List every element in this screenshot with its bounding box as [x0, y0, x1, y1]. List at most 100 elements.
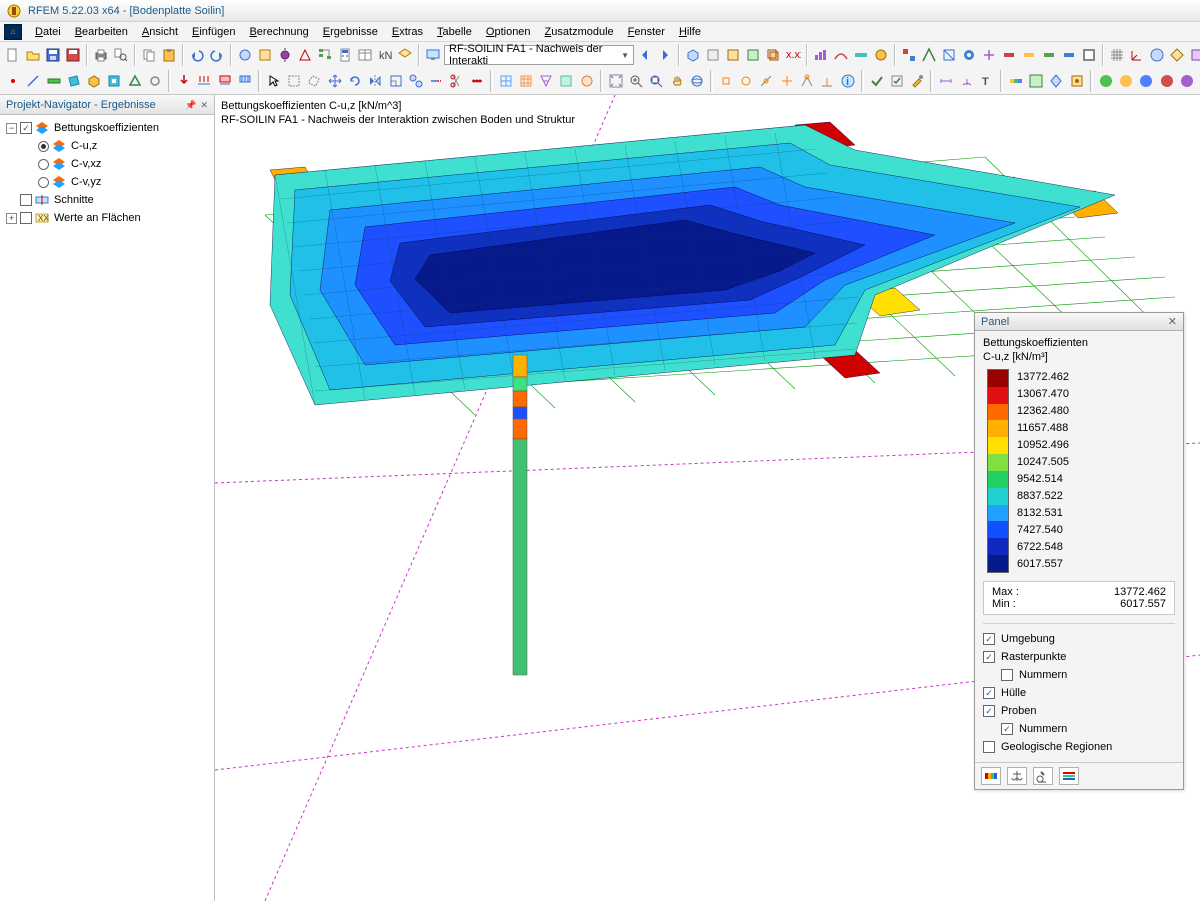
- checkbox-icon[interactable]: ✓: [983, 651, 995, 663]
- info-icon[interactable]: i: [838, 70, 856, 92]
- axes-icon[interactable]: [1128, 44, 1146, 66]
- tool-c-icon[interactable]: [296, 44, 314, 66]
- trim-icon[interactable]: [447, 70, 465, 92]
- select-box-icon[interactable]: [285, 70, 303, 92]
- check-a-icon[interactable]: [868, 70, 886, 92]
- radio-icon[interactable]: [38, 177, 49, 188]
- check-b-icon[interactable]: [888, 70, 906, 92]
- menu-bearbeiten[interactable]: Bearbeiten: [68, 24, 135, 40]
- paste-icon[interactable]: [160, 44, 178, 66]
- result-g-icon[interactable]: [940, 44, 958, 66]
- copy-icon[interactable]: [140, 44, 158, 66]
- tree-root-bettung[interactable]: − ✓ Bettungskoeffizienten: [2, 119, 212, 137]
- option-nummern[interactable]: ✓Nummern: [983, 720, 1175, 738]
- repair-icon[interactable]: [908, 70, 926, 92]
- text-icon[interactable]: T: [978, 70, 996, 92]
- show-b-icon[interactable]: [1027, 70, 1045, 92]
- menu-tabelle[interactable]: Tabelle: [430, 24, 479, 40]
- tree-werte[interactable]: + xx Werte an Flächen: [2, 209, 212, 227]
- balance-icon[interactable]: [1007, 767, 1027, 785]
- menu-fenster[interactable]: Fenster: [621, 24, 672, 40]
- result-j-icon[interactable]: [1000, 44, 1018, 66]
- precision-icon[interactable]: x.xx: [784, 44, 802, 66]
- palette-icon[interactable]: [981, 767, 1001, 785]
- table-icon[interactable]: [356, 44, 374, 66]
- stripes-icon[interactable]: [1059, 767, 1079, 785]
- snap-a-icon[interactable]: [717, 70, 735, 92]
- support-icon[interactable]: [126, 70, 144, 92]
- color-c-icon[interactable]: [1137, 70, 1155, 92]
- tree-item-C-u,z[interactable]: C-u,z: [2, 137, 212, 155]
- mesh-d-icon[interactable]: [557, 70, 575, 92]
- close-nav-icon[interactable]: ✕: [200, 100, 208, 110]
- layers-icon[interactable]: [396, 44, 414, 66]
- undo-icon[interactable]: [188, 44, 206, 66]
- save-icon[interactable]: [44, 44, 62, 66]
- snap-b-icon[interactable]: [737, 70, 755, 92]
- display-icon[interactable]: [424, 44, 442, 66]
- result-d-icon[interactable]: [872, 44, 890, 66]
- tool-b-icon[interactable]: [256, 44, 274, 66]
- option-hülle[interactable]: ✓Hülle: [983, 684, 1175, 702]
- color-e-icon[interactable]: [1178, 70, 1196, 92]
- view-top-icon[interactable]: [744, 44, 762, 66]
- view-front-icon[interactable]: [704, 44, 722, 66]
- units-icon[interactable]: kN: [376, 44, 394, 66]
- dim-a-icon[interactable]: [937, 70, 955, 92]
- rotate-icon[interactable]: [346, 70, 364, 92]
- mirror-icon[interactable]: [366, 70, 384, 92]
- save-red-icon[interactable]: [64, 44, 82, 66]
- view-iso-icon[interactable]: [764, 44, 782, 66]
- next-icon[interactable]: [656, 44, 674, 66]
- zoom-win-icon[interactable]: [647, 70, 665, 92]
- menu-extras[interactable]: Extras: [385, 24, 430, 40]
- option-geologische regionen[interactable]: Geologische Regionen: [983, 738, 1175, 756]
- color-a-icon[interactable]: [1097, 70, 1115, 92]
- menu-berechnung[interactable]: Berechnung: [242, 24, 315, 40]
- mesh-a-icon[interactable]: [497, 70, 515, 92]
- member-icon[interactable]: [45, 70, 63, 92]
- checkbox-icon[interactable]: ✓: [983, 705, 995, 717]
- result-k-icon[interactable]: [1020, 44, 1038, 66]
- radio-icon[interactable]: [38, 141, 49, 152]
- redo-icon[interactable]: [208, 44, 226, 66]
- checkbox-icon[interactable]: [20, 212, 32, 224]
- tree-icon[interactable]: [316, 44, 334, 66]
- panel-header[interactable]: Panel ✕: [975, 313, 1183, 331]
- render-a-icon[interactable]: [1148, 44, 1166, 66]
- checkbox-icon[interactable]: [20, 194, 32, 206]
- checkbox-icon[interactable]: ✓: [983, 633, 995, 645]
- grid-icon[interactable]: [1108, 44, 1126, 66]
- result-n-icon[interactable]: [1080, 44, 1098, 66]
- new-file-icon[interactable]: [4, 44, 22, 66]
- solid-icon[interactable]: [85, 70, 103, 92]
- result-b-icon[interactable]: [832, 44, 850, 66]
- pin-icon[interactable]: 📌: [185, 100, 196, 110]
- close-icon[interactable]: ✕: [1168, 315, 1177, 328]
- line-icon[interactable]: [24, 70, 42, 92]
- select-poly-icon[interactable]: [305, 70, 323, 92]
- result-h-icon[interactable]: [960, 44, 978, 66]
- color-b-icon[interactable]: [1117, 70, 1135, 92]
- select-icon[interactable]: [265, 70, 283, 92]
- load-d-icon[interactable]: [236, 70, 254, 92]
- view3d-icon[interactable]: [684, 44, 702, 66]
- snap-f-icon[interactable]: [818, 70, 836, 92]
- hinge-icon[interactable]: [146, 70, 164, 92]
- checkbox-icon[interactable]: [983, 741, 995, 753]
- surface-icon[interactable]: [65, 70, 83, 92]
- view-side-icon[interactable]: [724, 44, 742, 66]
- option-nummern[interactable]: Nummern: [983, 666, 1175, 684]
- result-c-icon[interactable]: [852, 44, 870, 66]
- menu-ergebnisse[interactable]: Ergebnisse: [316, 24, 385, 40]
- option-umgebung[interactable]: ✓Umgebung: [983, 630, 1175, 648]
- zoom-in-icon[interactable]: [627, 70, 645, 92]
- snap-d-icon[interactable]: [778, 70, 796, 92]
- copy-geom-icon[interactable]: [407, 70, 425, 92]
- tool-a-icon[interactable]: [236, 44, 254, 66]
- print-preview-icon[interactable]: [112, 44, 130, 66]
- color-d-icon[interactable]: [1157, 70, 1175, 92]
- checkbox-icon[interactable]: ✓: [1001, 723, 1013, 735]
- load-c-icon[interactable]: [215, 70, 233, 92]
- menu-datei[interactable]: Datei: [28, 24, 68, 40]
